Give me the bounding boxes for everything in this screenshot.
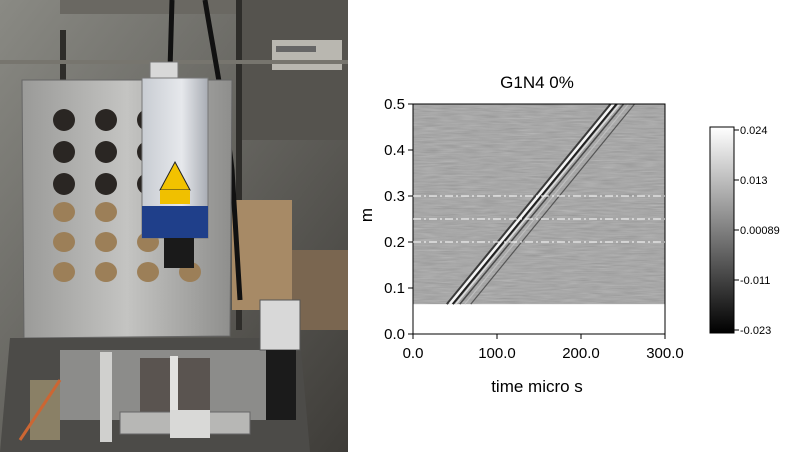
- y-tick-label: 0.3: [384, 188, 405, 205]
- colorbar-tick-label: 0.013: [740, 175, 768, 187]
- laser-setup-photo: [0, 0, 348, 452]
- reference-lines: [413, 195, 665, 243]
- y-tick-label: 0.1: [384, 280, 405, 297]
- y-tick-label: 0.4: [384, 142, 405, 159]
- colorbar-tick-label: 0.024: [740, 125, 768, 137]
- heatmap-texture: [413, 104, 665, 305]
- wavefront-band-6: [470, 103, 636, 305]
- wavefront-band-3: [455, 103, 621, 305]
- x-tick-label: 300.0: [646, 345, 684, 362]
- wavefront-band-2: [452, 103, 618, 305]
- colorbar: [709, 126, 735, 334]
- chart-title: G1N4 0%: [500, 73, 574, 92]
- colorbar-tick-label: -0.011: [740, 275, 770, 287]
- wavefront-band-5: [464, 103, 630, 305]
- colorbar-tick-label: -0.023: [740, 325, 771, 337]
- wavefront-band-0: [446, 103, 612, 305]
- x-tick-label: 0.0: [403, 345, 424, 362]
- y-tick-label: 0.0: [384, 326, 405, 343]
- y-tick-label: 0.2: [384, 234, 405, 251]
- wavefront-band-1: [448, 103, 615, 305]
- heatmap-image: [413, 103, 665, 305]
- colorbar-ticks: 0.024 0.013 0.00089 -0.011 -0.023: [734, 125, 780, 337]
- x-tick-label: 200.0: [562, 345, 600, 362]
- y-axis-ticks: 0.0 0.1 0.2 0.3 0.4 0.5: [384, 96, 413, 343]
- colorbar-tick-label: 0.00089: [740, 225, 780, 237]
- y-tick-label: 0.5: [384, 96, 405, 113]
- x-axis-label: time micro s: [491, 377, 583, 396]
- y-axis-label: m: [357, 208, 376, 222]
- x-axis-ticks: 0.0 100.0 200.0 300.0: [403, 334, 684, 362]
- wavefront-band-4: [459, 103, 625, 305]
- x-tick-label: 100.0: [478, 345, 516, 362]
